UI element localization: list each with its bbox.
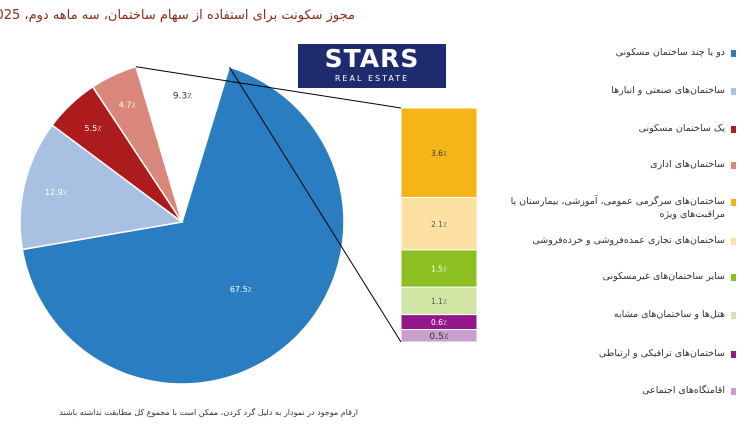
- legend-item-7: هتل‌ها و ساختمان‌های مشابه: [496, 308, 736, 321]
- legend-label-6: سایر ساختمان‌های غیرمسکونی: [602, 271, 725, 282]
- legend-swatch-1: [731, 88, 736, 95]
- bar-segment-0: [400, 107, 478, 199]
- legend-label-5: ساختمان‌های تجاری عمده‌فروشی و خرده‌فروش…: [532, 235, 725, 246]
- pie-slice-label-2: 5.5٪: [84, 124, 101, 133]
- legend-item-0: دو یا چند ساختمان مسکونی: [496, 46, 736, 59]
- legend-label-2: یک ساختمان مسکونی: [638, 123, 725, 134]
- bar-segment-label-0: 3.6٪: [431, 149, 447, 158]
- bar-segment-3: [400, 286, 478, 316]
- bar-segment-label-2: 1.5٪: [431, 265, 447, 274]
- legend-item-8: ساختمان‌های ترافیکی و ارتباطی: [496, 347, 736, 360]
- legend-swatch-0: [731, 50, 736, 57]
- bar-segment-label-5: 0.5٪: [429, 332, 448, 342]
- chart-title: مجوز سکونت برای استفاده از سهام ساختمان،…: [0, 8, 355, 23]
- bar-segment-5: [400, 329, 478, 343]
- bar-segment-2: [400, 249, 478, 288]
- other-label: 9.3٪: [173, 92, 192, 102]
- legend-item-2: یک ساختمان مسکونی: [496, 122, 736, 135]
- pie-slice-1: [19, 124, 184, 251]
- legend-label-9: اقامتگاه‌های اجتماعی: [642, 385, 725, 396]
- logo-sub: REAL ESTATE: [334, 74, 410, 83]
- pie-slice-label-1: 12.9٪: [45, 188, 67, 197]
- pie-slice-label-0: 67.5٪: [230, 285, 252, 294]
- pie-slice-label-3: 4.7٪: [119, 101, 136, 110]
- connector-top: [135, 66, 402, 109]
- pie-slice-3: [91, 65, 183, 223]
- bar-segment-label-3: 1.1٪: [431, 297, 447, 306]
- pie-slice-0: [21, 66, 345, 385]
- legend-swatch-7: [731, 312, 736, 319]
- legend-item-1: ساختمان‌های صنعتی و انبارها: [496, 84, 736, 97]
- connector-bottom: [228, 66, 402, 343]
- logo-main: STARS: [324, 44, 420, 73]
- legend-item-3: ساختمان‌های اداری: [496, 158, 736, 171]
- legend-swatch-4: [731, 199, 736, 206]
- legend-item-6: سایر ساختمان‌های غیرمسکونی: [496, 270, 736, 283]
- connector-lines: [135, 66, 402, 343]
- footnote: ارقام موجود در نمودار به دلیل گرد کردن، …: [59, 408, 358, 417]
- legend-swatch-8: [731, 351, 736, 358]
- legend-label-7: هتل‌ها و ساختمان‌های مشابه: [613, 309, 725, 320]
- legend-item-4: ساختمان‌های سرگرمی عمومی، آموزشی، بیمارس…: [496, 195, 736, 221]
- legend-label-1: ساختمان‌های صنعتی و انبارها: [611, 85, 725, 96]
- pie: 67.5٪ 12.9٪ 5.5٪ 4.7٪ 9.3٪: [19, 65, 345, 385]
- legend-label-3: ساختمان‌های اداری: [650, 159, 725, 170]
- legend-swatch-3: [731, 162, 736, 169]
- stars-logo: STARS REAL ESTATE: [298, 44, 446, 88]
- bar-segment-label-4: 0.6٪: [431, 318, 447, 327]
- legend-label-0: دو یا چند ساختمان مسکونی: [615, 47, 725, 58]
- legend-swatch-9: [731, 388, 736, 395]
- legend-label-4: ساختمان‌های سرگرمی عمومی، آموزشی، بیمارس…: [510, 196, 725, 220]
- legend-item-5: ساختمان‌های تجاری عمده‌فروشی و خرده‌فروش…: [496, 234, 736, 247]
- legend-swatch-2: [731, 126, 736, 133]
- legend-swatch-6: [731, 274, 736, 281]
- legend-label-8: ساختمان‌های ترافیکی و ارتباطی: [598, 348, 725, 359]
- legend-item-9: اقامتگاه‌های اجتماعی: [496, 384, 736, 397]
- legend-swatch-5: [731, 238, 736, 245]
- breakdown-bar: 3.6٪ 2.1٪ 1.5٪ 1.1٪ 0.6٪ 0.5٪: [400, 107, 478, 343]
- bar-segment-label-1: 2.1٪: [431, 220, 447, 229]
- bar-segment-1: [400, 197, 478, 251]
